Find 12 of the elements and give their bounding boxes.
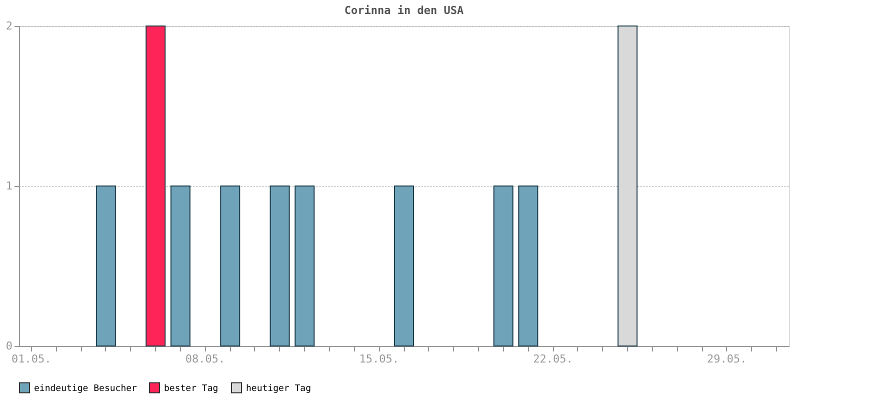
y-tick-label: 2 (6, 20, 12, 32)
x-tick-label: 08.05. (185, 352, 226, 366)
y-tick-label: 1 (6, 180, 12, 192)
chart-title: Corinna in den USA (344, 4, 464, 17)
y-tick-label: 0 (6, 340, 12, 352)
x-tick-label: 22.05. (533, 352, 573, 366)
x-tick-label: 01.05. (12, 352, 52, 366)
legend-label: heutiger Tag (246, 384, 312, 394)
x-tick-label: 15.05. (359, 352, 400, 366)
x-tick-label: 29.05. (707, 352, 747, 366)
legend-label: bester Tag (164, 384, 218, 394)
legend-label: eindeutige Besucher (34, 384, 138, 394)
